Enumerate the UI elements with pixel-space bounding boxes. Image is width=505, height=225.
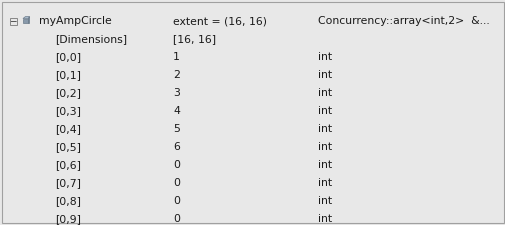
Text: 6: 6 (173, 142, 180, 152)
Text: [0,4]: [0,4] (55, 124, 80, 134)
Text: [0,3]: [0,3] (55, 106, 80, 116)
Text: [16, 16]: [16, 16] (173, 34, 216, 44)
Text: [0,8]: [0,8] (55, 196, 80, 206)
Text: 4: 4 (173, 106, 180, 116)
Text: 2: 2 (173, 70, 180, 80)
Text: int: int (317, 214, 331, 224)
Text: Concurrency::array<int,2>  &...: Concurrency::array<int,2> &... (317, 16, 488, 26)
Text: [Dimensions]: [Dimensions] (55, 34, 127, 44)
Text: [0,1]: [0,1] (55, 70, 80, 80)
Text: int: int (317, 88, 331, 98)
Text: myAmpCircle: myAmpCircle (39, 16, 112, 26)
Text: int: int (317, 70, 331, 80)
Text: int: int (317, 196, 331, 206)
Text: 3: 3 (173, 88, 180, 98)
Text: int: int (317, 160, 331, 170)
Text: int: int (317, 142, 331, 152)
Text: extent = (16, 16): extent = (16, 16) (173, 16, 267, 26)
Text: 1: 1 (173, 52, 180, 62)
Text: 0: 0 (173, 214, 180, 224)
Bar (23, 18, 28, 23)
Text: 0: 0 (173, 178, 180, 188)
Text: [0,7]: [0,7] (55, 178, 80, 188)
Text: −: − (9, 16, 17, 25)
Text: [0,6]: [0,6] (55, 160, 80, 170)
Text: int: int (317, 124, 331, 134)
Polygon shape (23, 17, 29, 18)
Text: [0,5]: [0,5] (55, 142, 80, 152)
Text: int: int (317, 52, 331, 62)
Text: 0: 0 (173, 196, 180, 206)
Text: [0,0]: [0,0] (55, 52, 81, 62)
Text: int: int (317, 106, 331, 116)
Text: int: int (317, 178, 331, 188)
Text: 0: 0 (173, 160, 180, 170)
Polygon shape (28, 17, 29, 23)
Bar (10, 18, 17, 25)
Text: 5: 5 (173, 124, 180, 134)
Text: [0,2]: [0,2] (55, 88, 80, 98)
Text: [0,9]: [0,9] (55, 214, 80, 224)
